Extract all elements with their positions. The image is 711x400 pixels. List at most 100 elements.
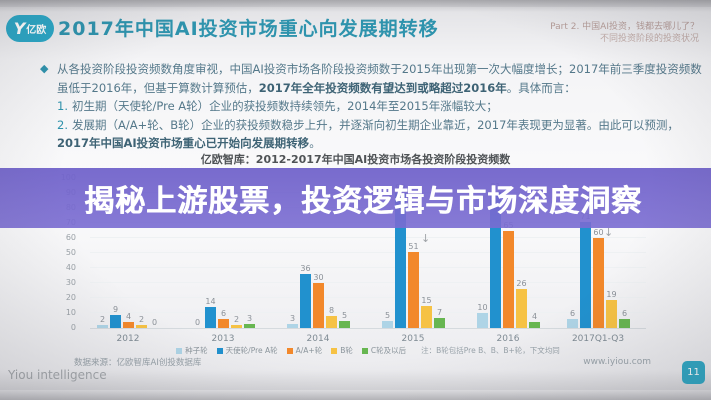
bar-value-label: 5 xyxy=(384,310,391,320)
item2-number: 2. xyxy=(57,117,68,132)
legend-label: 种子轮 xyxy=(185,346,208,355)
legend-item: 种子轮 xyxy=(176,345,208,356)
bar-value-label: 0 xyxy=(151,318,158,327)
bar xyxy=(477,313,488,328)
intro-paragraph: 从各投资阶段投资频数角度审视，中国AI投资市场各阶段投资频数于2015年出现第一… xyxy=(57,60,705,97)
bar-value-label: 19 xyxy=(606,289,617,299)
bar-wrap: 71 xyxy=(580,212,591,328)
section-label: Part 2. 中国AI投资，钱都去哪儿了？ 不同投资阶段的投资状况 xyxy=(550,21,699,45)
legend-item: B轮 xyxy=(331,345,353,356)
bar-value-label: 5 xyxy=(341,310,348,320)
bar-value-label: 2 xyxy=(99,315,106,324)
gridline xyxy=(90,297,646,298)
bullet-diamond-icon: ◆ xyxy=(40,62,49,75)
bar xyxy=(218,319,229,328)
yiou-logo-cn: 亿欧 xyxy=(26,25,47,36)
bar-wrap: 0 xyxy=(149,318,160,328)
bar-wrap: 65 xyxy=(503,221,514,328)
item2-text: 发展期（A/A+轮、B轮）企业的获投频数稳步上升，并逐渐向初生期企业靠近，201… xyxy=(71,117,679,132)
bar-wrap: 19 xyxy=(606,289,617,328)
bar xyxy=(490,191,501,328)
y-tick-label: 50 xyxy=(65,248,76,257)
legend-swatch xyxy=(331,347,338,354)
intro-bold: 2017年全年投资频数有望达到或略超过2016年 xyxy=(258,80,507,95)
bar-value-label: 2 xyxy=(138,315,145,324)
bar xyxy=(395,193,406,328)
bar xyxy=(619,319,630,328)
watermark-text: Yiou intelligence xyxy=(8,368,107,382)
bar xyxy=(434,317,445,328)
bar-wrap: 2 xyxy=(97,315,108,328)
bar-value-label: 4 xyxy=(531,312,538,321)
bar xyxy=(205,307,216,328)
bar xyxy=(382,320,393,328)
photo-bottom-edge xyxy=(0,390,711,400)
bar xyxy=(529,322,540,328)
photo-top-edge xyxy=(0,0,711,7)
bar-wrap: 26 xyxy=(516,279,527,328)
legend-label: B轮 xyxy=(340,346,353,355)
bar-value-label: 36 xyxy=(300,264,311,273)
bar-value-label: 30 xyxy=(313,273,324,282)
bar xyxy=(593,238,604,328)
legend-label: A/A+轮 xyxy=(295,346,323,355)
bar-value-label: 6 xyxy=(621,309,628,318)
bar-value-label: 0 xyxy=(194,318,201,327)
x-tick-label: 2013 xyxy=(211,334,235,344)
item2-bold: 2017年中国AI投资市场重心已开始向发展期转移 xyxy=(57,136,310,150)
bar-group: 3 36 30 8 5 xyxy=(287,264,350,328)
legend-swatch xyxy=(216,347,223,354)
bar-wrap: 5 xyxy=(339,310,350,328)
yiou-logo-y: Y xyxy=(13,19,26,38)
down-arrow-icon: ↓ xyxy=(421,232,431,245)
bar-wrap: 6 xyxy=(619,309,630,328)
bar-value-label: 60 xyxy=(593,228,604,237)
bar-wrap: 5 xyxy=(382,310,393,328)
bar xyxy=(97,325,108,328)
bar-wrap: 51 xyxy=(408,242,419,328)
bar-group: 6 7160 19 6 xyxy=(567,212,630,328)
bar xyxy=(313,283,324,328)
y-tick-label: 40 xyxy=(65,263,76,272)
bar xyxy=(580,221,591,328)
legend-swatch xyxy=(286,347,293,354)
bar xyxy=(110,314,121,328)
bar-value-label: 14 xyxy=(205,297,216,306)
bar xyxy=(326,316,337,328)
chart-title: 亿欧智库：2012-2017年中国AI投资市场各投资阶段投资频数 xyxy=(200,153,511,166)
down-arrow-icon: ↓ xyxy=(604,226,614,239)
bar-wrap: 6 xyxy=(218,309,229,328)
bar-wrap: 3 xyxy=(244,314,255,328)
bar-wrap: 15 xyxy=(421,296,432,328)
bar xyxy=(287,323,298,328)
list-item-1: 1. 初生期（天使轮/Pre A轮）企业的获投频数持续领先，2014年至2015年… xyxy=(57,97,705,116)
body-text: 从各投资阶段投资频数角度审视，中国AI投资市场各阶段投资频数于2015年出现第一… xyxy=(57,60,705,153)
y-tick-label: 0 xyxy=(70,323,76,332)
bar-value-label: 8 xyxy=(328,306,335,315)
bar-wrap: 30 xyxy=(313,273,324,328)
gridline xyxy=(90,252,646,253)
bar xyxy=(606,299,617,328)
y-tick-label: 60 xyxy=(65,233,76,242)
intro-tail: 。具体而言： xyxy=(506,80,576,95)
chart-legend: 种子轮 天使轮/Pre A轮 A/A+轮 B轮 C轮及以后 注：B轮包括Pre B、B、B… xyxy=(90,345,646,356)
bar-value-label: 26 xyxy=(516,279,527,288)
x-tick-label: 2017Q1-Q3 xyxy=(571,334,625,344)
bar-wrap: 6 xyxy=(567,309,578,328)
y-tick-label: 20 xyxy=(65,293,76,302)
bar-wrap: 9 xyxy=(110,304,121,328)
bar-value-label: 9 xyxy=(112,304,119,314)
bar-wrap: 0 xyxy=(192,318,203,328)
section-label-line1: Part 2. 中国AI投资，钱都去哪儿了？ xyxy=(550,22,699,32)
item2-end: 。 xyxy=(309,136,321,150)
bar-value-label: 3 xyxy=(289,313,296,323)
legend-swatch xyxy=(361,347,368,354)
legend-swatch xyxy=(176,347,183,354)
bar-value-label: 2 xyxy=(233,315,240,324)
bar xyxy=(136,325,147,328)
y-tick-label: 10 xyxy=(65,308,76,317)
banner-overlay: 揭秘上游股票，投资逻辑与市场深度洞察 xyxy=(0,168,711,228)
bar-value-label: 10 xyxy=(477,303,488,312)
legend-item: C轮及以后 xyxy=(361,345,406,356)
